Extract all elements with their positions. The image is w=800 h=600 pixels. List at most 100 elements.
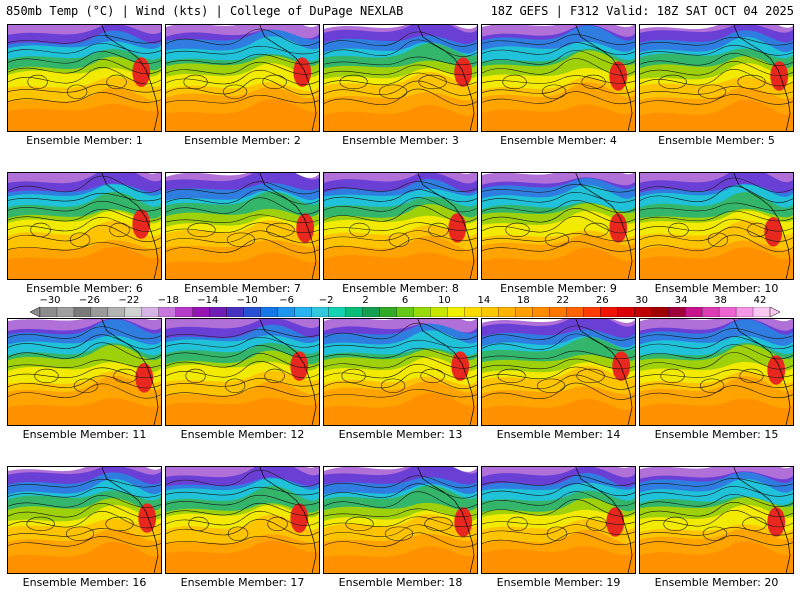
- coastline: [259, 173, 317, 279]
- wind-contour: [640, 234, 793, 252]
- wind-contour: [482, 58, 635, 76]
- temperature-field: [8, 25, 161, 131]
- wind-contour: [640, 177, 793, 193]
- colorbar-label: −14: [197, 295, 219, 306]
- colorbar-swatch: [158, 307, 177, 317]
- wind-contour: [482, 358, 635, 370]
- wind-contour: [497, 368, 526, 384]
- wind-contour: [8, 192, 161, 202]
- wind-contour: [166, 378, 319, 387]
- temperature-field: [640, 319, 793, 425]
- ensemble-map: [7, 318, 162, 426]
- temperature-band: [8, 541, 161, 573]
- wind-contour: [482, 325, 635, 341]
- ensemble-member-label: Ensemble Member: 20: [654, 576, 779, 589]
- wind-contour: [640, 535, 793, 546]
- wind-contour: [482, 216, 635, 234]
- wind-contour: [8, 375, 161, 389]
- wind-contour: [482, 83, 635, 94]
- ensemble-map: [639, 466, 794, 574]
- wind-contour: [224, 378, 246, 393]
- coastline: [101, 319, 159, 425]
- warm-anomaly: [290, 503, 309, 533]
- temperature-field: [324, 25, 477, 131]
- ensemble-map: [165, 318, 320, 426]
- temperature-band: [482, 398, 635, 425]
- wind-contour: [166, 329, 319, 338]
- wind-contour: [418, 74, 447, 90]
- temperature-field: [8, 173, 161, 279]
- colorbar-swatch: [481, 307, 499, 317]
- wind-contour: [8, 367, 161, 379]
- colorbar-swatch: [243, 307, 262, 317]
- coastline: [259, 25, 317, 131]
- temperature-field: [324, 467, 477, 573]
- wind-contour: [482, 366, 635, 380]
- coastline: [417, 319, 475, 425]
- colorbar-swatch: [684, 307, 703, 317]
- coastline: [733, 173, 791, 279]
- wind-contour: [640, 344, 793, 360]
- colorbar-swatch: [549, 307, 567, 317]
- colorbar-swatch: [634, 307, 652, 317]
- temperature-colorbar: −30 −26 −22 −18 −14 −10 −6 −2 2 6 10 14 18 22 26 30 34 38…: [0, 295, 800, 319]
- wind-contour: [324, 475, 477, 489]
- wind-contour: [8, 495, 161, 508]
- temperature-field: [324, 319, 477, 425]
- wind-contour: [640, 210, 793, 222]
- wind-contour: [8, 224, 161, 243]
- wind-contour: [482, 475, 635, 486]
- wind-contour: [482, 91, 635, 105]
- wind-contour: [737, 74, 766, 90]
- wind-contour: [640, 53, 793, 66]
- wind-contour: [8, 487, 161, 498]
- wind-contour: [640, 352, 793, 370]
- wind-contour: [697, 84, 727, 99]
- wind-contour: [482, 192, 635, 203]
- wind-contour: [188, 516, 209, 532]
- wind-contour: [166, 361, 319, 379]
- wind-contour: [8, 175, 161, 194]
- ensemble-map: [639, 318, 794, 426]
- colorbar-swatch: [718, 307, 737, 317]
- wind-contour: [388, 232, 410, 247]
- wind-contour: [105, 516, 134, 532]
- warm-anomaly: [448, 213, 467, 243]
- wind-contour: [8, 51, 161, 64]
- temperature-field: [166, 25, 319, 131]
- colorbar-label: 6: [401, 295, 409, 306]
- colorbar-swatch: [651, 307, 669, 317]
- wind-contour: [482, 75, 635, 84]
- ensemble-member-label: Ensemble Member: 13: [338, 428, 463, 441]
- ensemble-member-label: Ensemble Member: 2: [184, 134, 301, 147]
- colorbar-swatch: [90, 307, 109, 317]
- wind-contour: [324, 491, 477, 509]
- wind-contour: [8, 479, 161, 488]
- temperature-band: [166, 99, 319, 131]
- ensemble-map: [323, 466, 478, 574]
- warm-anomaly: [132, 209, 151, 239]
- coastline: [417, 173, 475, 279]
- temperature-band: [640, 541, 793, 573]
- wind-contour: [324, 524, 477, 538]
- ensemble-member-label: Ensemble Member: 14: [496, 428, 621, 441]
- colorbar-swatch: [141, 307, 160, 317]
- wind-contour: [34, 368, 59, 384]
- wind-contour: [8, 200, 161, 212]
- wind-contour: [482, 532, 635, 546]
- wind-contour: [739, 368, 764, 384]
- colorbar-swatch: [396, 307, 414, 317]
- colorbar-bar: [29, 307, 781, 317]
- ensemble-member-label: Ensemble Member: 3: [342, 134, 459, 147]
- wind-contour: [226, 232, 256, 247]
- wind-contour: [166, 94, 319, 104]
- colorbar-swatch: [311, 307, 330, 317]
- wind-contour: [8, 326, 161, 340]
- ensemble-map: [481, 466, 636, 574]
- wind-contour: [324, 39, 477, 57]
- colorbar-label: −18: [157, 295, 179, 306]
- wind-contour: [482, 208, 635, 224]
- wind-contour: [106, 74, 127, 90]
- colorbar-swatch: [566, 307, 584, 317]
- wind-contour: [324, 483, 477, 499]
